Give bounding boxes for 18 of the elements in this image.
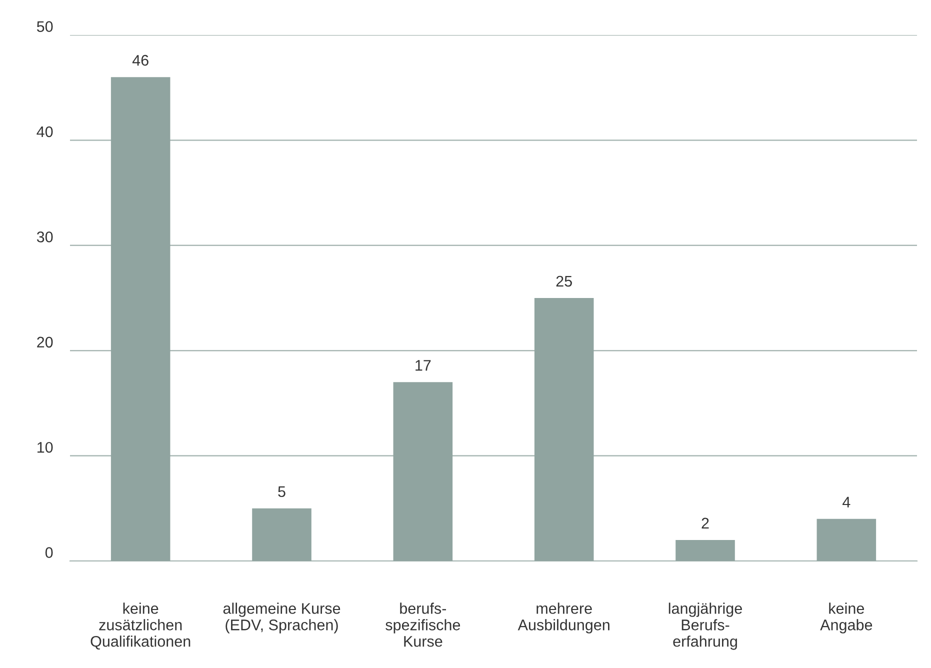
x-tick-label: langjährige Berufs- erfahrung	[668, 602, 742, 650]
y-tick-label: 40	[36, 126, 53, 138]
x-tick-label: allgemeine Kurse (EDV, Sprachen)	[223, 602, 340, 634]
data-label: 46	[132, 54, 148, 66]
x-tick-label: mehrere Ausbildungen	[518, 602, 610, 634]
x-tick-label: keine zusätzlichen Qualifikationen	[90, 602, 190, 650]
y-tick-label: 30	[36, 232, 53, 242]
y-tick-label: 0	[45, 547, 53, 558]
x-tick-label: berufs- spezifische Kurse	[386, 602, 460, 647]
x-tick-label: keine Angabe	[820, 602, 872, 634]
data-label: 17	[416, 360, 431, 371]
data-label: 25	[556, 276, 572, 287]
y-tick-label: 20	[37, 336, 53, 348]
data-label: 4	[842, 496, 850, 508]
y-tick-label: 50	[36, 21, 53, 32]
data-label: 5	[278, 486, 286, 498]
y-tick-label: 10	[38, 442, 53, 453]
data-label: 2	[702, 518, 709, 528]
